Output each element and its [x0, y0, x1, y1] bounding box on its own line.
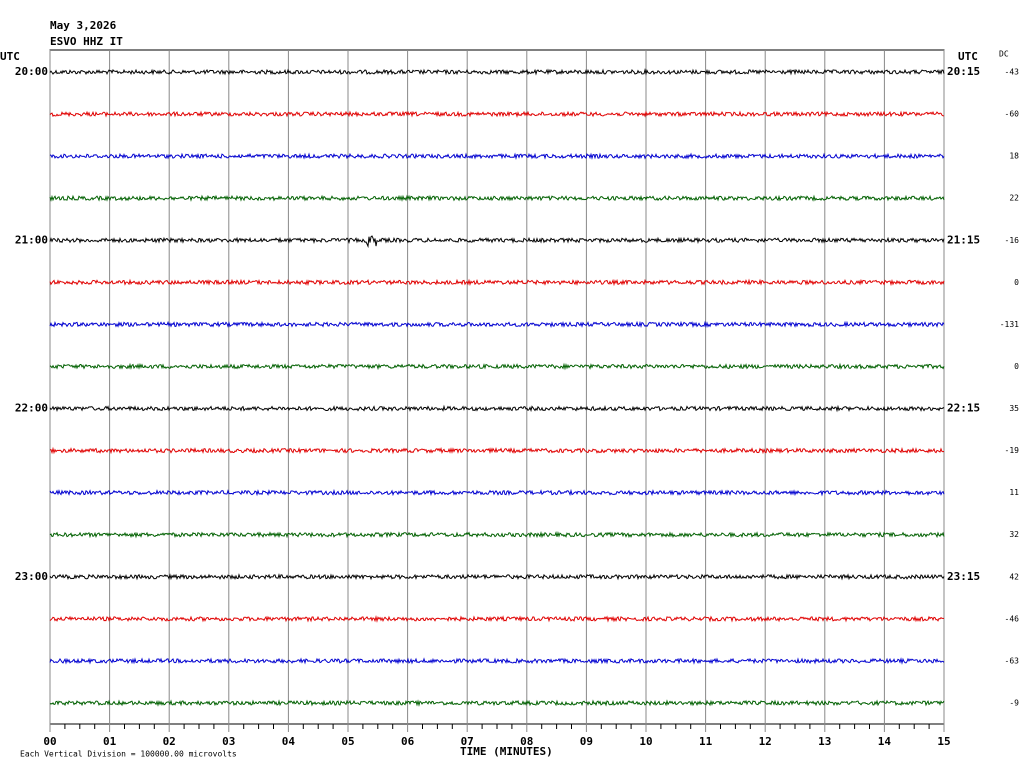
- dc-value: 11: [1009, 488, 1019, 497]
- left-time-label: 21:00: [15, 233, 48, 246]
- dc-value: 35: [1009, 404, 1019, 413]
- right-time-label: 22:15: [947, 402, 980, 415]
- x-tick-label: 07: [461, 735, 474, 748]
- trace: [49, 194, 945, 202]
- trace: [49, 320, 945, 329]
- left-time-label: 23:00: [15, 570, 48, 583]
- x-tick-label: 00: [43, 735, 56, 748]
- x-tick-label: 06: [401, 735, 415, 748]
- x-tick-label: 02: [163, 735, 176, 748]
- dc-value: -60: [1005, 110, 1020, 119]
- trace: [49, 530, 945, 539]
- dc-value: 18: [1009, 152, 1019, 161]
- dc-value: -43: [1005, 68, 1020, 77]
- x-tick-label: 14: [878, 735, 892, 748]
- dc-value: -131: [1000, 320, 1019, 329]
- dc-value: 42: [1009, 572, 1019, 581]
- dc-value: -46: [1005, 614, 1020, 623]
- x-tick-label: 11: [699, 735, 713, 748]
- left-time-label: 22:00: [15, 402, 48, 415]
- trace: [49, 235, 945, 249]
- dc-value: 0: [1014, 278, 1019, 287]
- x-tick-label: 03: [222, 735, 235, 748]
- x-tick-label: 01: [103, 735, 117, 748]
- x-tick-label: 08: [520, 735, 533, 748]
- right-time-label: 20:15: [947, 65, 980, 78]
- right-time-label: 23:15: [947, 570, 980, 583]
- trace: [49, 110, 945, 118]
- trace: [49, 657, 945, 665]
- trace: [49, 615, 945, 623]
- trace: [49, 446, 945, 455]
- dc-value: 22: [1009, 194, 1019, 203]
- date: May 3,2026: [50, 19, 117, 32]
- dc-value: 0: [1014, 362, 1019, 371]
- left-time-label: 20:00: [15, 65, 48, 78]
- dc-value: -19: [1005, 446, 1020, 455]
- trace: [49, 573, 945, 581]
- x-tick-label: 05: [341, 735, 354, 748]
- right-utc-label: UTC: [958, 50, 978, 63]
- trace: [49, 362, 945, 371]
- dc-value: -9: [1009, 699, 1019, 708]
- dc-value: -63: [1005, 656, 1020, 665]
- station: ESVO HHZ IT: [50, 35, 123, 48]
- x-tick-label: 10: [639, 735, 652, 748]
- dc-label: DC: [999, 50, 1009, 59]
- left-utc-label: UTC: [0, 50, 20, 63]
- trace: [49, 699, 945, 707]
- x-tick-label: 04: [282, 735, 296, 748]
- x-tick-label: 13: [818, 735, 831, 748]
- trace: [49, 68, 945, 76]
- x-tick-label: 15: [937, 735, 950, 748]
- dc-value: 32: [1009, 530, 1019, 539]
- trace: [49, 488, 945, 497]
- trace: [49, 404, 945, 413]
- dc-value: -16: [1005, 236, 1020, 245]
- x-tick-label: 12: [759, 735, 772, 748]
- plot-frame: [49, 49, 945, 725]
- footer: Each Vertical Division = 100000.00 micro…: [20, 750, 237, 759]
- trace: [49, 278, 945, 287]
- right-time-label: 21:15: [947, 233, 980, 246]
- x-tick-label: 09: [580, 735, 593, 748]
- x-axis-label: TIME (MINUTES): [460, 745, 553, 758]
- trace: [49, 152, 945, 160]
